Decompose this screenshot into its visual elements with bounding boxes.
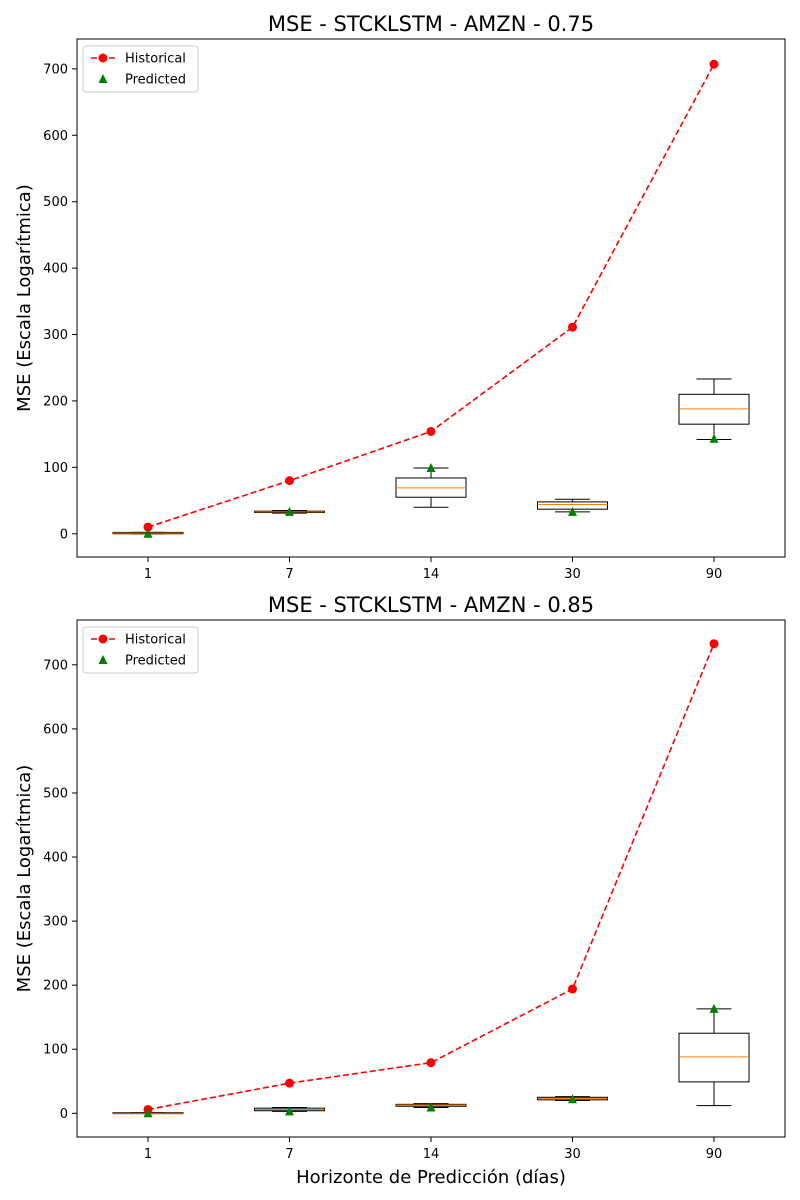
legend-historical-label: Historical [125,52,186,67]
chart-title: MSE - STCKLSTM - AMZN - 0.75 [268,12,594,36]
chart-panel-1: MSE - STCKLSTM - AMZN - 0.75 MSE (Escala … [14,12,786,582]
chart-title: MSE - STCKLSTM - AMZN - 0.85 [268,593,594,617]
boxplot-90 [678,1008,750,1107]
historical-point [143,522,153,532]
legend: Historical Predicted [82,626,199,674]
x-tick-label: 14 [423,567,440,582]
x-tick-label: 1 [144,1147,152,1162]
chart-panel-2: MSE - STCKLSTM - AMZN - 0.85 MSE (Escala … [14,593,786,1188]
x-tick-label: 14 [423,1147,440,1162]
predicted-point [568,506,577,516]
legend-predicted-label: Predicted [125,73,186,88]
historical-point [426,426,436,436]
x-tick-label: 30 [564,567,581,582]
y-axis-label: MSE (Escala Logarítmica) [14,765,35,993]
y-tick-label: 500 [43,786,68,801]
legend-historical-marker [98,53,108,63]
predicted-point [568,1094,577,1104]
predicted-point [285,506,294,516]
y-tick-label: 300 [43,915,68,930]
historical-point [709,639,719,649]
historical-point [285,1078,294,1088]
y-tick-label: 200 [43,394,68,409]
y-tick-label: 600 [43,722,68,737]
x-tick-label: 1 [144,567,152,582]
y-tick-label: 100 [43,1043,68,1058]
legend-predicted-marker [98,655,108,664]
x-tick-label: 90 [706,567,723,582]
historical-line [147,643,715,1111]
y-tick-label: 0 [60,1107,68,1122]
predicted-point [426,1102,436,1112]
predicted-point [143,528,153,538]
x-tick-label: 90 [706,1147,723,1162]
predicted-point [426,463,436,473]
historical-point [568,322,577,332]
axes-frame [76,38,786,558]
predicted-point [709,433,719,443]
predicted-point [285,1106,294,1116]
box [678,1032,750,1083]
y-tick-label: 300 [43,328,68,343]
boxplot-14 [395,467,467,508]
legend-historical-label: Historical [125,633,186,648]
y-tick-label: 100 [43,461,68,476]
y-tick-label: 700 [43,658,68,673]
legend-predicted-marker [98,74,108,83]
axes-frame [76,619,786,1138]
y-tick-label: 400 [43,851,68,866]
x-tick-label: 30 [564,1147,581,1162]
legend: Historical Predicted [82,45,199,93]
predicted-point [709,1003,719,1013]
x-tick-label: 7 [285,1147,293,1162]
y-tick-label: 700 [43,62,68,77]
y-tick-label: 600 [43,129,68,144]
historical-point [568,984,577,994]
historical-point [709,59,719,69]
y-tick-label: 400 [43,262,68,277]
predicted-point [143,1108,153,1118]
x-tick-label: 7 [285,567,293,582]
boxplot-90 [678,378,750,440]
legend-historical-marker [98,634,108,644]
historical-line [147,63,715,528]
historical-point [426,1058,436,1068]
x-axis-label: Horizonte de Predicción (días) [296,1167,566,1188]
y-tick-label: 500 [43,195,68,210]
historical-point [285,476,294,486]
y-tick-label: 200 [43,979,68,994]
y-tick-label: 0 [60,527,68,542]
y-axis-label: MSE (Escala Logarítmica) [14,184,35,412]
legend-predicted-label: Predicted [125,654,186,669]
